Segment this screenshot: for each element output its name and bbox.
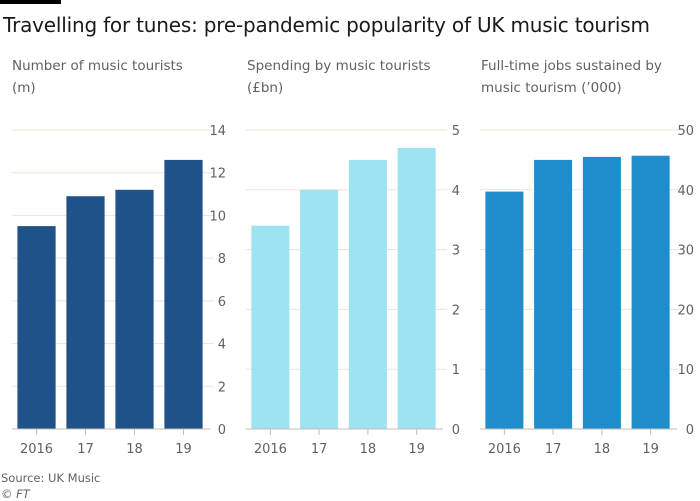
panel-2-y-tick-label: 3 — [452, 244, 460, 259]
panel-1-subtitle-line-1: Number of music tourists — [12, 58, 183, 74]
panel-2-subtitle-line-2: (£bn) — [247, 80, 284, 96]
panel-2-x-tick-label: 2016 — [254, 442, 287, 457]
panel-2-bar-17 — [300, 189, 339, 429]
panel-1-x-tick-label: 17 — [77, 442, 94, 457]
panel-1-y-tick-label: 2 — [218, 380, 226, 395]
panel-2-x-tick-label: 19 — [408, 442, 425, 457]
panel-1-y-tick-label: 12 — [209, 167, 226, 182]
panel-2-bar-19 — [397, 147, 436, 429]
panel-3-x-tick-label: 17 — [545, 442, 562, 457]
panel-1-y-tick-label: 6 — [218, 295, 226, 310]
panel-1-bar-18 — [115, 189, 154, 429]
panel-1-y-tick-label: 14 — [209, 124, 226, 139]
panel-3-bar-19 — [631, 155, 670, 430]
brand-accent-bar — [0, 0, 61, 4]
copyright-symbol: © — [1, 487, 13, 501]
panel-1-y-tick-label: 0 — [218, 423, 226, 438]
panel-1-y-tick-label: 8 — [218, 252, 226, 267]
panel-1-subtitle-line-2: (m) — [12, 80, 36, 96]
panel-3-bar-17 — [534, 159, 573, 429]
panel-2-x-tick-label: 17 — [311, 442, 328, 457]
panel-3-y-tick-label: 50 — [677, 124, 694, 139]
panel-1-y-tick-label: 10 — [209, 209, 226, 224]
panel-3-y-tick-label: 30 — [677, 244, 694, 259]
chart-title: Travelling for tunes: pre-pandemic popul… — [3, 13, 650, 37]
panel-2-x-tick-label: 18 — [360, 442, 377, 457]
panel-3-subtitle-line-1: Full-time jobs sustained by — [481, 58, 662, 74]
panel-1-y-tick-label: 4 — [218, 338, 226, 353]
panel-2-bar-18 — [348, 159, 387, 429]
panel-3-x-tick-label: 18 — [594, 442, 611, 457]
panel-3-y-tick-label: 20 — [677, 303, 694, 318]
panel-2-y-tick-label: 0 — [452, 423, 460, 438]
panel-2-y-tick-label: 4 — [452, 184, 460, 199]
panel-3-bar-18 — [582, 156, 621, 429]
panel-3-y-tick-label: 40 — [677, 184, 694, 199]
panel-3-y-tick-label: 10 — [677, 363, 694, 378]
panel-2-subtitle: Spending by music tourists (£bn) — [247, 55, 472, 99]
source-note: Source: UK Music — [1, 471, 101, 485]
panel-3-subtitle-line-2: music tourism (’000) — [481, 80, 622, 96]
panel-2-y-tick-label: 1 — [452, 363, 460, 378]
panel-3-x-tick-label: 2016 — [488, 442, 521, 457]
panel-3-subtitle: Full-time jobs sustained by music touris… — [481, 55, 700, 99]
copyright-note: © FT — [1, 487, 30, 501]
panel-1-x-tick-label: 18 — [126, 442, 143, 457]
panel-1-bar-17 — [66, 196, 105, 429]
panel-1-bar-2016 — [17, 226, 56, 429]
panel-2-bar-2016 — [251, 225, 290, 429]
panel-2-subtitle-line-1: Spending by music tourists — [247, 58, 431, 74]
copyright-brand: FT — [16, 487, 30, 501]
panel-2-y-tick-label: 2 — [452, 303, 460, 318]
panel-3-bar-2016 — [485, 191, 524, 429]
panel-3-y-tick-label: 0 — [686, 423, 694, 438]
panel-2-y-tick-label: 5 — [452, 124, 460, 139]
panel-1-x-tick-label: 2016 — [20, 442, 53, 457]
panel-1-subtitle: Number of music tourists (m) — [12, 55, 237, 99]
panel-1-bar-19 — [164, 159, 203, 429]
panel-1-x-tick-label: 19 — [175, 442, 192, 457]
panel-3-x-tick-label: 19 — [642, 442, 659, 457]
